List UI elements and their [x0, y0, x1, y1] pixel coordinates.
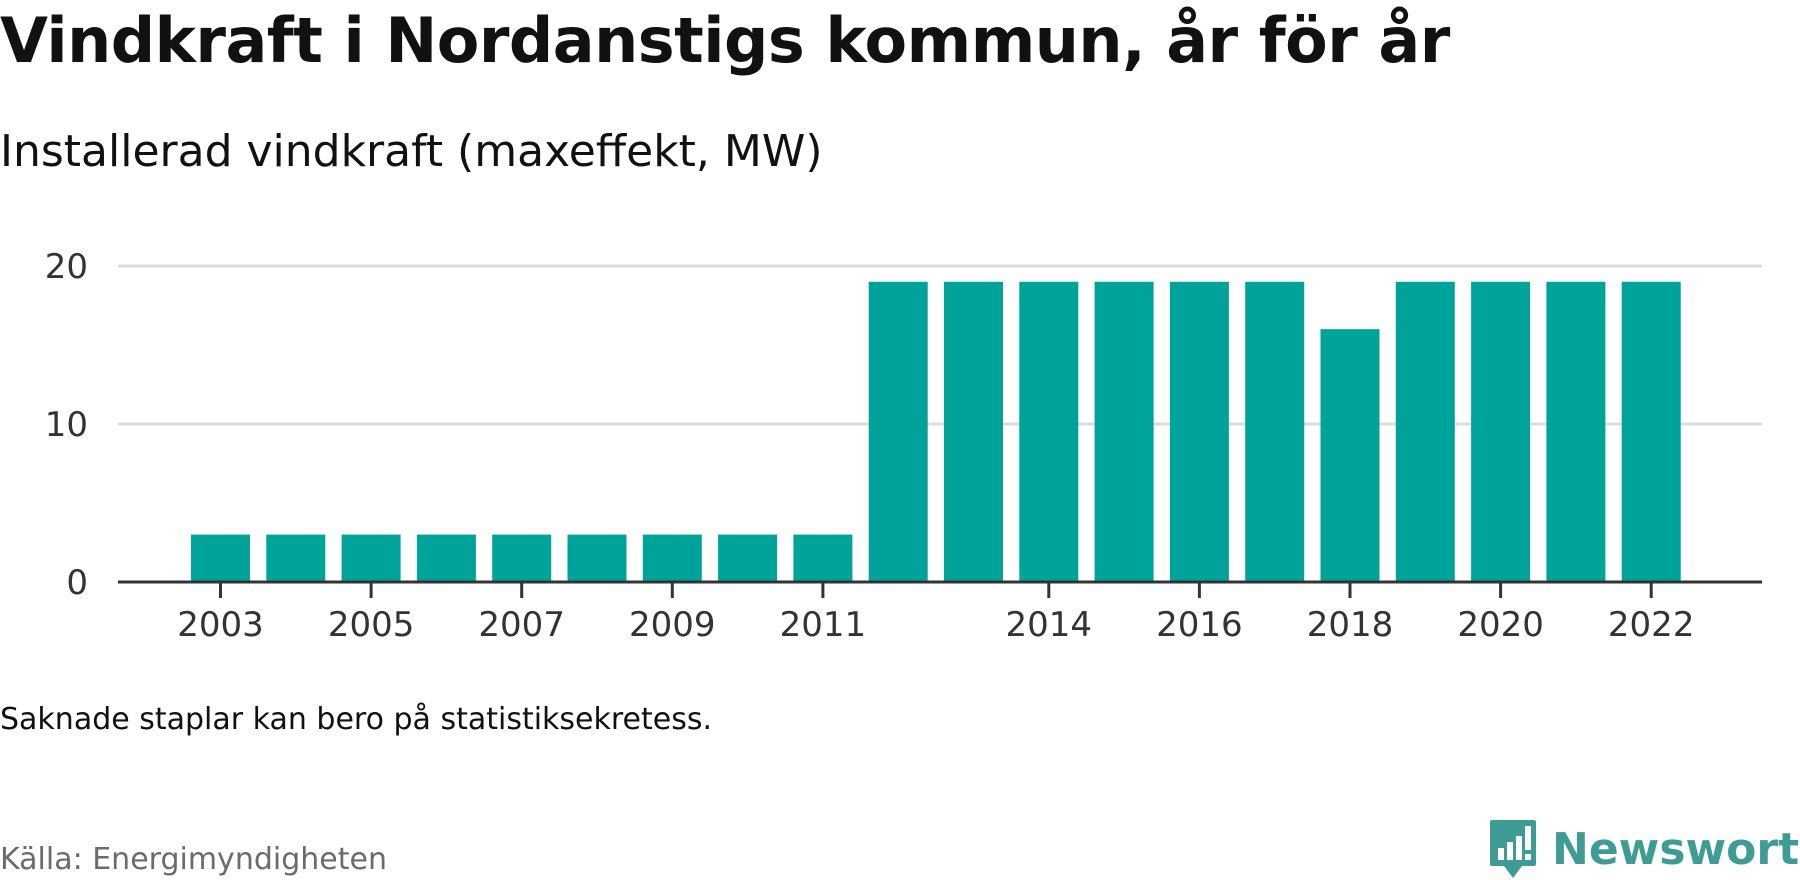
bar-2008 [567, 534, 627, 582]
x-tick-label: 2022 [1608, 605, 1695, 645]
brand-logo: Newsworthy [1488, 818, 1800, 880]
bar-2016 [1169, 281, 1229, 582]
brand-name: Newsworthy [1552, 823, 1800, 875]
chart-subtitle: Installerad vindkraft (maxeffekt, MW) [0, 126, 823, 177]
bar-2003 [191, 534, 250, 582]
bar-2019 [1395, 281, 1455, 582]
x-tick-label: 2009 [629, 605, 716, 645]
y-tick-label: 10 [45, 405, 88, 445]
axes: 0 10 20 2003 2005 2007 2009 2011 2014 2016 2018 202… [45, 247, 1762, 645]
x-tick-label: 2016 [1156, 605, 1243, 645]
x-tick-label: 2007 [478, 605, 565, 645]
x-tick-label: 2020 [1457, 605, 1544, 645]
chart-title: Vindkraft i Nordanstigs kommun, år för å… [0, 4, 1450, 77]
bar-2004 [266, 534, 326, 582]
bar-2013 [944, 281, 1003, 582]
y-tick-label: 20 [45, 247, 88, 287]
bar-2020 [1471, 281, 1531, 582]
bar-2011 [793, 534, 853, 582]
bar-2014 [1019, 281, 1079, 582]
source-text: Källa: Energimyndigheten [0, 842, 387, 877]
footnote: Saknade staplar kan bero på statistiksek… [0, 702, 713, 737]
bar-2007 [492, 534, 552, 582]
x-tick-label: 2003 [177, 605, 264, 645]
bars [191, 281, 1681, 582]
newsworthy-logo-icon [1490, 820, 1536, 878]
bar-2009 [642, 534, 702, 582]
x-tick-label: 2011 [780, 605, 867, 645]
bar-2012 [868, 281, 928, 582]
bar-2021 [1546, 281, 1606, 582]
bar-2010 [718, 534, 778, 582]
bar-2005 [341, 534, 401, 582]
bar-2006 [416, 534, 476, 582]
x-tick-label: 2005 [328, 605, 415, 645]
bar-chart: 0 10 20 2003 2005 2007 2009 2011 2014 2016 2018 202… [45, 247, 1762, 645]
bar-2018 [1320, 329, 1380, 582]
x-tick-label: 2014 [1006, 605, 1093, 645]
bar-2015 [1094, 281, 1154, 582]
bar-2022 [1621, 281, 1681, 582]
x-tick-label: 2018 [1307, 605, 1394, 645]
y-tick-label: 0 [66, 563, 88, 603]
bar-2017 [1245, 281, 1305, 582]
